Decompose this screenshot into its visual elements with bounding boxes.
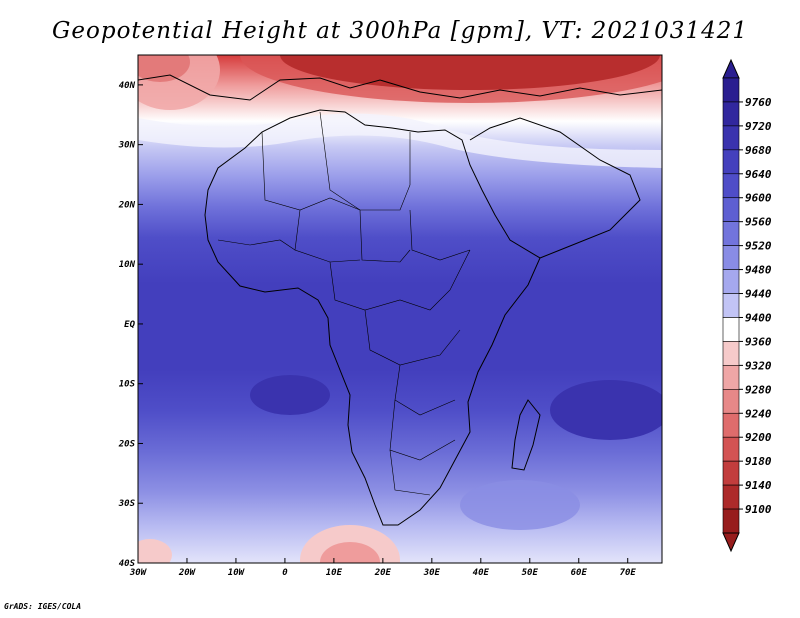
lat-label: 20S xyxy=(118,439,136,449)
colorbar-segment xyxy=(722,293,740,318)
colorbar-label: 9320 xyxy=(745,359,772,372)
lon-label: 30E xyxy=(423,568,441,578)
lat-label: 40N xyxy=(119,81,136,91)
map-title: Geopotential Height at 300hPa [gpm], VT:… xyxy=(52,18,748,44)
colorbar-label: 9240 xyxy=(745,407,772,420)
lat-label: 10N xyxy=(119,260,136,270)
colorbar-segment xyxy=(722,460,740,486)
colorbar-segment xyxy=(722,317,740,342)
colorbar-segment xyxy=(722,508,740,534)
colorbar-label: 9560 xyxy=(745,216,772,229)
colorbar-label: 9720 xyxy=(745,120,772,133)
colorbar-label: 9640 xyxy=(745,168,772,181)
colorbar-segment xyxy=(722,389,740,414)
colorbar-label: 9360 xyxy=(745,335,772,348)
lon-label: 50E xyxy=(522,568,539,578)
country-borders xyxy=(217,111,471,496)
colorbar-segment xyxy=(722,245,740,270)
colorbar-label: 9520 xyxy=(745,240,772,253)
colorbar-segment xyxy=(722,412,740,438)
lat-label: 30S xyxy=(118,499,136,509)
latitude-axis: 40N 30N 20N 10N EQ 10S 20S 30S 40S xyxy=(118,81,143,569)
colorbar-label: 9680 xyxy=(745,144,772,157)
lon-label: 20W xyxy=(178,568,197,578)
lon-label: 10W xyxy=(228,568,246,578)
colorbar-label: 9180 xyxy=(745,455,772,468)
colorbar-label: 9760 xyxy=(745,96,772,109)
colorbar-segment xyxy=(722,173,740,199)
coastlines xyxy=(138,74,662,526)
colorbar-segment xyxy=(722,197,740,222)
colorbar-label: 9100 xyxy=(745,503,772,516)
lon-label: 10E xyxy=(326,568,343,578)
colorbar-label: 9400 xyxy=(745,311,772,324)
colorbar-segment xyxy=(722,221,740,246)
credit-footer: GrADS: IGES/COLA xyxy=(4,602,82,611)
colorbar-label: 9140 xyxy=(745,479,772,492)
lat-label: 20N xyxy=(118,200,136,210)
longitude-axis: 30W 20W 10W 0 10E 20E 30E 40E 50E 60E 70E xyxy=(129,558,637,578)
colorbar-segment xyxy=(722,484,740,510)
colorbar-label: 9440 xyxy=(745,288,772,301)
colorbar-label: 9200 xyxy=(745,431,772,444)
lon-label: 30W xyxy=(129,568,148,578)
colorbar-label: 9280 xyxy=(745,383,772,396)
colorbar-segment xyxy=(722,125,740,151)
lon-label: 0 xyxy=(282,568,288,578)
colorbar-label: 9600 xyxy=(745,192,772,205)
colorbar-segment xyxy=(722,341,740,366)
colorbar-segment xyxy=(722,365,740,390)
colorbar-segment xyxy=(722,101,740,127)
lon-label: 60E xyxy=(571,568,588,578)
lat-label: 30N xyxy=(118,141,136,151)
lat-label: EQ xyxy=(124,320,135,330)
lon-label: 40E xyxy=(473,568,490,578)
colorbar-segment xyxy=(722,269,740,294)
lat-label: 40S xyxy=(119,559,136,569)
colorbar: 9760 9720 9680 9640 9600 9560 9520 9480 9440 9400… xyxy=(722,58,772,553)
lon-label: 70E xyxy=(620,568,637,578)
colorbar-label: 9480 xyxy=(745,264,772,277)
field-shading xyxy=(138,55,662,563)
colorbar-segment xyxy=(722,77,740,103)
colorbar-segment xyxy=(722,436,740,462)
plot-frame xyxy=(137,54,663,564)
colorbar-segment xyxy=(722,149,740,175)
lon-label: 20E xyxy=(374,568,392,578)
colorbar-top-arrow xyxy=(722,58,740,79)
colorbar-bottom-arrow xyxy=(722,532,740,553)
lat-label: 10S xyxy=(119,380,136,390)
